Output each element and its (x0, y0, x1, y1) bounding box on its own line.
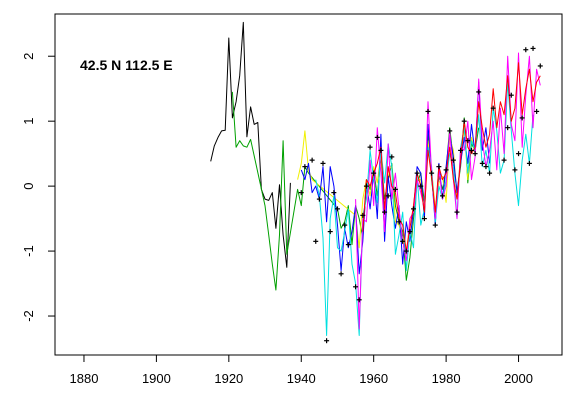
point-marker (458, 147, 464, 153)
point-marker (439, 193, 445, 199)
point-marker (479, 160, 485, 166)
series-group (210, 21, 541, 336)
point-marker (313, 238, 319, 244)
y-tick-label: 2 (21, 53, 36, 60)
point-marker (403, 248, 409, 254)
point-marker (414, 170, 420, 176)
point-marker (356, 297, 362, 303)
point-marker (501, 157, 507, 163)
point-marker (519, 115, 525, 121)
point-marker (367, 144, 373, 150)
series-line-6 (362, 62, 541, 252)
point-marker (396, 219, 402, 225)
y-tick-label: -2 (21, 310, 36, 322)
point-marker (371, 170, 377, 176)
point-marker (309, 157, 315, 163)
point-marker (472, 151, 478, 157)
plot-box (54, 13, 563, 356)
point-marker (411, 206, 417, 212)
point-marker (302, 164, 308, 170)
point-marker (508, 92, 514, 98)
point-marker (338, 271, 344, 277)
point-marker (487, 170, 493, 176)
point-marker (385, 193, 391, 199)
location-annotation: 42.5 N 112.5 E (80, 57, 173, 73)
series-line-0 (210, 21, 291, 268)
point-marker (483, 164, 489, 170)
point-marker (324, 338, 330, 344)
point-marker (363, 183, 369, 189)
point-marker (320, 160, 326, 166)
point-marker (450, 157, 456, 163)
point-marker (465, 138, 471, 144)
point-marker (523, 47, 529, 53)
point-marker (505, 125, 511, 131)
x-tick-label: 1920 (214, 371, 243, 386)
series-line-2 (297, 127, 476, 255)
point-marker (331, 190, 337, 196)
point-marker (418, 183, 424, 189)
x-tick-label: 1980 (432, 371, 461, 386)
point-marker (429, 170, 435, 176)
point-marker (425, 108, 431, 114)
point-marker (432, 222, 438, 228)
point-marker (516, 151, 522, 157)
y-tick-label: -1 (21, 245, 36, 257)
point-marker (436, 164, 442, 170)
point-marker (468, 147, 474, 153)
point-marker (526, 160, 532, 166)
point-marker (353, 284, 359, 290)
point-marker (345, 242, 351, 248)
point-marker (298, 190, 304, 196)
point-marker (316, 196, 322, 202)
point-marker (530, 45, 536, 51)
point-marker (374, 134, 380, 140)
marker-group (298, 45, 543, 344)
x-tick-label: 1960 (359, 371, 388, 386)
point-marker (360, 212, 366, 218)
point-marker (454, 209, 460, 215)
point-marker (512, 167, 518, 173)
point-marker (461, 118, 467, 124)
y-tick-label: 0 (21, 183, 36, 190)
point-marker (537, 63, 543, 69)
x-axis: 1880 1900 1920 1940 1960 1980 2000 (70, 355, 533, 386)
point-marker (342, 222, 348, 228)
point-marker (334, 206, 340, 212)
plot-frame (54, 13, 563, 356)
y-axis: -2 -1 0 1 2 (21, 53, 55, 322)
point-marker (490, 105, 496, 111)
point-marker (534, 108, 540, 114)
point-marker (389, 154, 395, 160)
point-marker (400, 238, 406, 244)
x-tick-label: 1880 (70, 371, 99, 386)
x-tick-label: 1940 (287, 371, 316, 386)
point-marker (421, 216, 427, 222)
point-marker (382, 209, 388, 215)
point-marker (447, 128, 453, 134)
point-marker (327, 229, 333, 235)
y-tick-label: 1 (21, 118, 36, 125)
x-tick-label: 1900 (142, 371, 171, 386)
point-marker (407, 229, 413, 235)
point-marker (378, 147, 384, 153)
x-tick-label: 2000 (504, 371, 533, 386)
point-marker (476, 89, 482, 95)
point-marker (392, 186, 398, 192)
point-marker (443, 167, 449, 173)
